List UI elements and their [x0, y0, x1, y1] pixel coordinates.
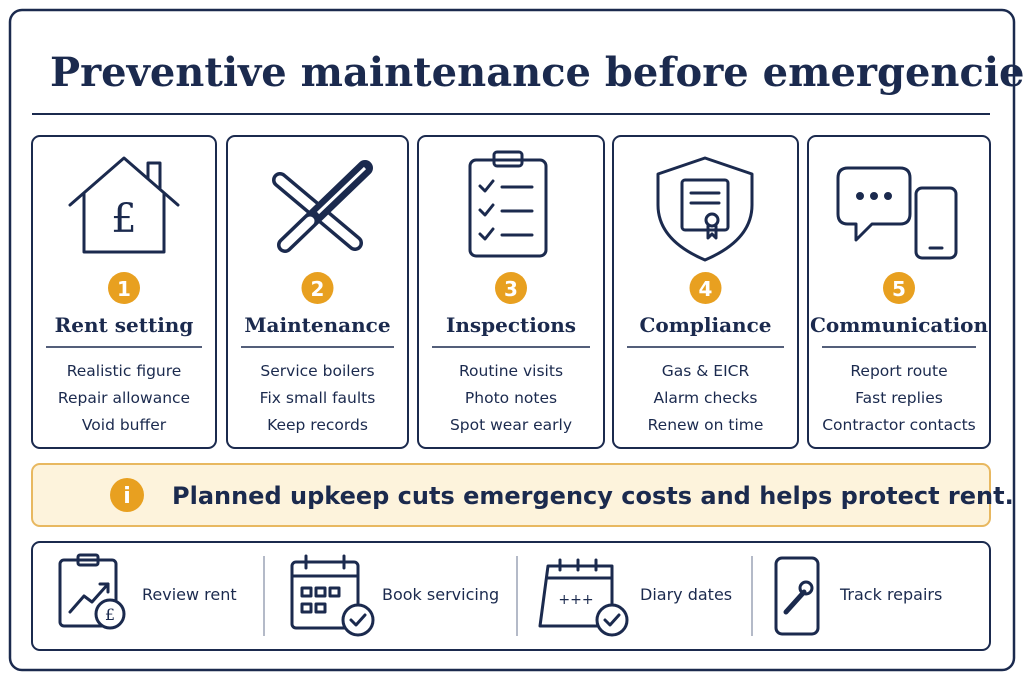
card-number-circle — [301, 272, 334, 304]
icon-clipboard — [468, 150, 548, 258]
card-item: Renew on time — [648, 416, 764, 434]
card-item: Contractor contacts — [822, 416, 976, 434]
card-heading: Maintenance — [244, 313, 390, 337]
card-item: Spot wear early — [450, 416, 572, 434]
action-label: Track repairs — [839, 585, 942, 604]
banner-text: Planned upkeep cuts emergency costs and … — [172, 482, 1014, 510]
actions: Review rent Book servicing Diary dates Trac… — [142, 585, 942, 604]
card-item: Fix small faults — [260, 389, 376, 407]
card-number-circle — [689, 272, 722, 304]
card: 3 Inspections Routine visits Photo notes Spo… — [417, 135, 605, 449]
banner-icon: i — [123, 484, 131, 509]
actions-panel — [31, 541, 991, 651]
icon-review: £ — [58, 553, 126, 630]
icon-chat — [836, 166, 958, 260]
action-label: Review rent — [142, 585, 237, 604]
card-number: 5 — [892, 277, 906, 301]
card-item: Service boilers — [260, 362, 374, 380]
card: 5 Communication Report route Fast replies Co… — [807, 135, 991, 449]
card: 4 Compliance Gas & EICR Alarm checks Renew o… — [612, 135, 799, 449]
card-item: Keep records — [267, 416, 368, 434]
card-item: Photo notes — [465, 389, 557, 407]
icon-diary: +++ — [538, 558, 629, 637]
action-label: Diary dates — [640, 585, 732, 604]
icon-calendar — [290, 554, 375, 637]
cards: 1 Rent setting Realistic figure Repair allo… — [31, 135, 991, 449]
card-heading: Inspections — [446, 313, 576, 337]
card-item: Alarm checks — [654, 389, 758, 407]
card-number: 1 — [117, 277, 131, 301]
card-item: Repair allowance — [58, 389, 190, 407]
card-number: 4 — [699, 277, 713, 301]
icon-tools — [272, 160, 373, 253]
svg-text:+++: +++ — [558, 592, 593, 608]
title: Preventive maintenance before emergencie… — [50, 49, 1024, 96]
svg-text:£: £ — [105, 605, 115, 624]
card-number-circle — [108, 272, 140, 304]
card-heading: Rent setting — [55, 313, 194, 337]
card-number-circle — [495, 272, 527, 304]
banner-icon-circle — [110, 478, 144, 512]
card-number: 2 — [311, 277, 325, 301]
actions-dividers — [263, 556, 753, 636]
card-item: Report route — [850, 362, 947, 380]
action-label: Book servicing — [382, 585, 499, 604]
card-heading: Communication — [810, 313, 989, 337]
card-heading: Compliance — [639, 313, 771, 337]
card-number: 3 — [504, 277, 518, 301]
card-item: Fast replies — [855, 389, 943, 407]
svg-text:£: £ — [111, 196, 136, 242]
icon-phone-wrench — [774, 556, 820, 636]
card: 2 Maintenance Service boilers Fix small fau… — [226, 135, 409, 449]
card-number-circle — [883, 272, 915, 304]
icon-shield — [656, 156, 754, 262]
card: 1 Rent setting Realistic figure Repair allo… — [31, 135, 217, 449]
card-item: Routine visits — [459, 362, 563, 380]
banner — [31, 463, 991, 527]
icon-house: £ — [68, 156, 180, 254]
card-item: Gas & EICR — [662, 362, 750, 380]
card-item: Void buffer — [82, 416, 167, 434]
card-item: Realistic figure — [67, 362, 182, 380]
